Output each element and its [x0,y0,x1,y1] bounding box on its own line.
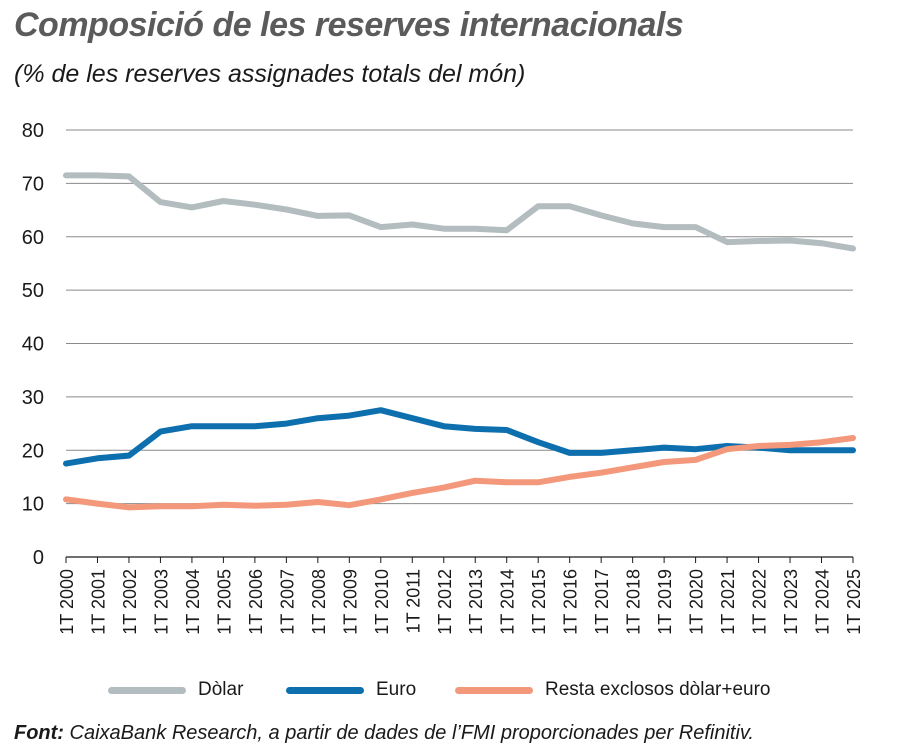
x-tick-label: 1T 2011 [403,569,423,633]
x-tick-label: 1T 2019 [655,569,675,635]
x-tick-label: 1T 2014 [498,569,518,635]
legend-swatch-dolar [108,686,186,694]
legend-item-euro: Euro [286,676,416,704]
source-text: CaixaBank Research, a partir de dades de… [63,722,754,744]
y-tick-label: 70 [22,173,44,195]
legend-label-dolar: Dòlar [198,679,244,700]
x-tick-label: 1T 2013 [466,569,486,635]
x-tick-label: 1T 2025 [844,569,864,635]
x-tick-label: 1T 2000 [57,569,77,635]
legend-label-euro: Euro [376,679,417,700]
series-lines [63,172,856,511]
legend: Dòlar Euro Resta exclosos dòlar+euro [0,676,900,704]
chart-title: Composició de les reserves internacional… [14,6,684,44]
x-tick-label: 1T 2016 [561,569,581,635]
y-tick-label: 20 [22,440,44,462]
x-tick-label: 1T 2012 [435,569,455,635]
series-line-0 [63,172,856,252]
y-tick-label: 50 [22,280,44,302]
x-tick-label: 1T 2021 [718,569,738,635]
y-tick-label: 80 [22,120,44,142]
series-line-2 [63,435,856,511]
y-tick-label: 30 [22,387,44,409]
source-label: Font: [14,722,64,744]
chart-subtitle: (% de les reserves assignades totals del… [14,60,526,88]
series-line-1 [63,407,856,467]
legend-label-resta: Resta exclosos dòlar+euro [545,679,771,700]
legend-swatch-euro [286,686,364,694]
x-tick-label: 1T 2020 [687,569,707,635]
x-tick-label: 1T 2007 [277,569,297,635]
source-note: Font: CaixaBank Research, a partir de da… [14,722,754,745]
x-tick-label: 1T 2005 [214,569,234,635]
legend-item-dolar: Dòlar [108,676,243,704]
x-tick-label: 1T 2003 [151,569,171,635]
legend-swatch-resta [455,686,533,694]
x-tick-label: 1T 2004 [183,569,203,635]
x-tick-label: 1T 2015 [529,569,549,635]
y-tick-label: 10 [22,494,44,516]
gridlines [66,129,853,558]
x-tick-label: 1T 2017 [592,569,612,635]
y-tick-label: 0 [33,547,44,569]
y-axis-ticks: 0 10 20 30 40 50 60 70 80 [22,120,44,569]
legend-item-resta: Resta exclosos dòlar+euro [455,676,771,704]
x-tick-label: 1T 2002 [120,569,140,635]
x-tick-label: 1T 2008 [309,569,329,635]
y-tick-label: 60 [22,227,44,249]
x-tick-label: 1T 2009 [340,569,360,635]
x-axis-ticks: 1T 2000 1T 2001 1T 2002 1T 2003 1T 2004 1T 20… [57,557,864,635]
x-tick-label: 1T 2001 [88,569,108,635]
y-tick-label: 40 [22,334,44,356]
x-tick-label: 1T 2022 [750,569,770,635]
x-tick-label: 1T 2023 [781,569,801,635]
x-tick-label: 1T 2010 [372,569,392,635]
x-tick-label: 1T 2018 [624,569,644,635]
x-tick-label: 1T 2006 [246,569,266,635]
x-tick-label: 1T 2024 [813,569,833,635]
